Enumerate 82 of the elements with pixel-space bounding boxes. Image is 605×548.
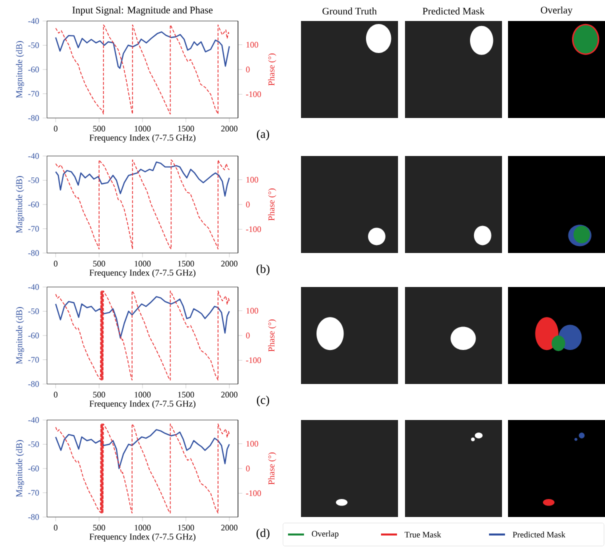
y-tick-label: -80 xyxy=(28,514,39,520)
x-tick-label: 500 xyxy=(93,260,106,266)
y2-tick-label: 100 xyxy=(246,176,258,183)
y-tick-label: -50 xyxy=(28,177,39,184)
y-tick-label: -70 xyxy=(28,356,39,363)
x-tick-label: 1000 xyxy=(134,524,151,530)
y2-axis-title: Phase (°) xyxy=(268,188,276,221)
y-tick-label: -40 xyxy=(28,153,39,159)
y-tick-label: -40 xyxy=(28,417,39,423)
y2-axis-title: Phase (°) xyxy=(268,452,276,485)
y-axis-title: Magnitude (dB) xyxy=(16,440,24,498)
x-tick-label: 0 xyxy=(54,524,58,530)
y-tick-label: -60 xyxy=(28,466,39,472)
y-tick-label: -40 xyxy=(28,18,39,24)
x-tick-label: 1000 xyxy=(134,126,151,132)
line-series xyxy=(55,424,230,514)
y-tick-label: -70 xyxy=(28,90,39,97)
line-series xyxy=(55,24,230,114)
x-axis-title: Frequency Index (7-7.5 GHz) xyxy=(89,269,196,278)
x-tick-label: 0 xyxy=(54,260,58,266)
text: (b) xyxy=(256,264,270,276)
x-tick-label: 1500 xyxy=(178,126,194,132)
x-tick-label: 2000 xyxy=(221,392,238,398)
x-tick-label: 500 xyxy=(93,126,106,132)
y-tick-label: -60 xyxy=(28,66,39,72)
y-tick-label: -70 xyxy=(28,226,39,232)
x-axis-title: Frequency Index (7-7.5 GHz) xyxy=(89,533,196,542)
x-tick-label: 1500 xyxy=(178,392,194,398)
y-axis-title: Magnitude (dB) xyxy=(16,176,24,233)
x-axis-title: Frequency Index (7-7.5 GHz) xyxy=(89,134,196,143)
y-tick-label: -40 xyxy=(28,284,39,290)
x-tick-label: 500 xyxy=(93,524,106,530)
y-tick-label: -80 xyxy=(28,250,39,256)
y-axis-title: Magnitude (dB) xyxy=(16,41,24,98)
line-series xyxy=(55,296,230,339)
y-tick-label: -50 xyxy=(28,42,39,48)
y-tick-label: -60 xyxy=(28,202,39,208)
y-axis-title: Magnitude (dB) xyxy=(16,307,24,364)
text: (c) xyxy=(256,396,270,406)
text: Overlay xyxy=(540,6,573,16)
x-tick-label: 1500 xyxy=(178,260,194,266)
y2-tick-label: -100 xyxy=(246,226,261,232)
x-tick-label: 1500 xyxy=(178,524,194,530)
category-label: True Mask xyxy=(404,532,442,538)
y-tick-label: -50 xyxy=(28,308,39,314)
y2-tick-label: -100 xyxy=(246,91,261,98)
y2-tick-label: 100 xyxy=(246,440,258,447)
x-tick-label: 0 xyxy=(54,126,58,132)
y-tick-label: -80 xyxy=(28,115,39,121)
x-tick-label: 0 xyxy=(54,392,58,398)
x-tick-label: 2000 xyxy=(221,524,238,530)
category-label: Overlap xyxy=(312,530,338,538)
y2-tick-label: 100 xyxy=(246,308,258,314)
y-tick-label: -80 xyxy=(28,381,39,387)
x-tick-label: 2000 xyxy=(221,260,238,266)
x-tick-label: 1000 xyxy=(134,260,151,266)
y2-tick-label: -100 xyxy=(246,357,261,364)
y2-axis-title: Phase (°) xyxy=(268,54,276,86)
text: (a) xyxy=(256,130,270,140)
x-tick-label: 500 xyxy=(93,392,106,398)
line-series xyxy=(55,429,230,470)
x-tick-label: 2000 xyxy=(221,126,238,132)
y2-axis-title: Phase (°) xyxy=(268,320,276,352)
y2-tick-label: 0 xyxy=(246,66,250,72)
y2-tick-label: 100 xyxy=(246,42,258,48)
text: Ground Truth xyxy=(322,7,377,14)
text: Predicted Mask xyxy=(422,7,485,14)
y2-tick-label: 0 xyxy=(246,332,250,338)
line-series xyxy=(55,290,230,380)
chart-title: Input Signal: Magnitude and Phase xyxy=(72,6,213,16)
x-axis-title: Frequency Index (7-7.5 GHz) xyxy=(89,400,196,409)
y-tick-label: -60 xyxy=(28,332,39,338)
x-tick-label: 1000 xyxy=(134,392,151,398)
y-tick-label: -70 xyxy=(28,490,39,496)
text: (d) xyxy=(256,528,270,540)
line-series xyxy=(55,161,230,197)
category-label: Predicted Mask xyxy=(512,532,566,538)
line-series xyxy=(55,31,230,69)
y2-tick-label: 0 xyxy=(246,202,250,208)
y2-tick-label: -100 xyxy=(246,490,261,496)
y2-tick-label: 0 xyxy=(246,466,250,472)
y-tick-label: -50 xyxy=(28,441,39,448)
